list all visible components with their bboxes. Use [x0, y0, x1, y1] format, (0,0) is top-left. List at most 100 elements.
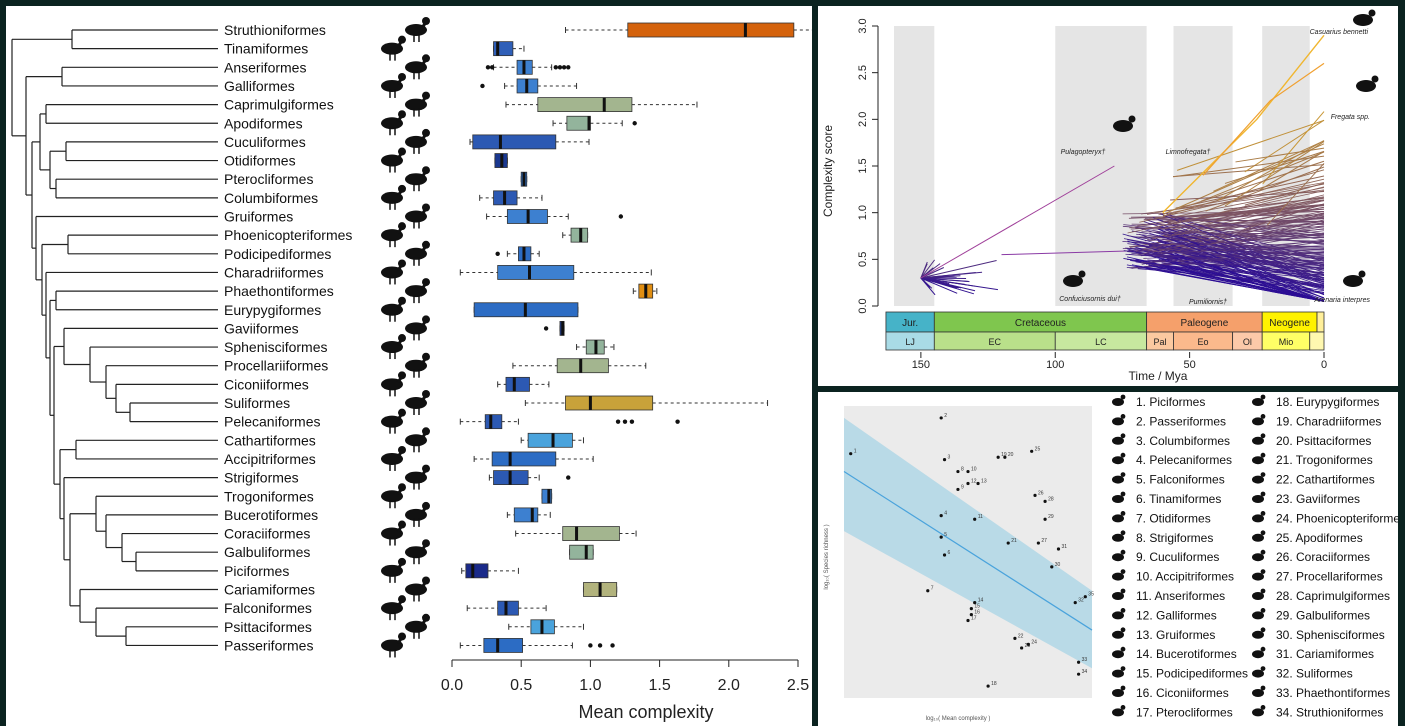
lineage-line: [1128, 254, 1325, 269]
bird-silhouette-icon: [381, 110, 406, 136]
bird-neck: [396, 151, 404, 160]
lineage-line: [1177, 160, 1325, 210]
x-axis-title: Time / Mya: [1129, 369, 1188, 383]
legend-entry: 26. Coraciiformes: [1276, 550, 1370, 564]
bird-head: [1120, 414, 1126, 419]
order-label: Bucerotiformes: [224, 507, 318, 523]
box: [505, 376, 530, 392]
box: [472, 134, 557, 150]
bird-legend-icon: [1252, 705, 1266, 717]
order-labels: Struthioniformes Tinamiformes Anseriformes…: [224, 22, 352, 653]
bird-head: [1260, 627, 1266, 633]
point-label: 27: [1041, 538, 1047, 544]
order-label: Struthioniformes: [224, 22, 326, 38]
data-point: [973, 601, 977, 605]
bird-silhouette-icon: [405, 128, 430, 154]
bird-body: [1112, 398, 1124, 406]
data-point: [1026, 642, 1030, 646]
point-label: 25: [1035, 446, 1041, 452]
box-plots: [459, 22, 812, 653]
point-label: 26: [1038, 490, 1044, 496]
legend-entry: 34. Struthioniformes: [1276, 705, 1383, 719]
bird-body: [1112, 669, 1124, 678]
bird-silhouette-icon: [405, 539, 430, 565]
lineage-line: [1148, 264, 1325, 302]
box-plot-panel: Struthioniformes Tinamiformes Anseriformes…: [6, 6, 812, 726]
bird-silhouette-icon: [1113, 115, 1136, 132]
bird-neck: [420, 207, 428, 216]
point-label: 23: [1025, 643, 1031, 649]
epoch-label: LJ: [905, 337, 915, 347]
lineage-line: [1171, 238, 1325, 279]
point-label: 12: [971, 478, 977, 484]
lineage-line: [1161, 194, 1325, 237]
bird-body: [1112, 514, 1124, 523]
data-point: [939, 514, 943, 518]
lineage-line: [1140, 252, 1325, 264]
bird-head: [1120, 705, 1126, 710]
data-point: [986, 684, 990, 688]
bird-body: [1112, 475, 1124, 484]
outlier-point: [480, 83, 485, 89]
bird-silhouette-icon: [381, 483, 406, 509]
data-point: [966, 618, 970, 623]
bird-body: [1063, 275, 1083, 287]
bird-head: [1260, 511, 1266, 516]
bird-neck: [396, 487, 404, 496]
bird-silhouette-icon: [381, 222, 406, 248]
taxon-label: Pulagopteryx†: [1061, 149, 1106, 156]
order-label: Phaethontiformes: [224, 283, 334, 299]
bird-neck: [396, 300, 404, 309]
x-tick-label: 150: [912, 359, 930, 371]
bird-silhouette-icon: [405, 352, 430, 378]
legend-entry: 30. Sphenisciformes: [1276, 628, 1385, 642]
box: [497, 265, 575, 280]
data-point: [926, 589, 930, 593]
epoch-box: [1309, 331, 1325, 351]
bird-neck: [420, 468, 428, 477]
bird-head: [1120, 472, 1126, 477]
bird-head: [1078, 270, 1086, 278]
data-point: [942, 458, 947, 462]
tick-label: 1.0: [579, 677, 601, 694]
data-point: [1056, 547, 1061, 551]
lineage-line: [1127, 190, 1325, 234]
bird-neck: [420, 133, 428, 141]
bird-head: [1260, 666, 1266, 671]
bird-head: [1260, 608, 1266, 613]
bird-head: [1260, 452, 1266, 458]
lineage-line: [1164, 197, 1325, 230]
bird-legend-icon: [1112, 705, 1126, 717]
bird-legend-icon: [1252, 666, 1266, 678]
outlier-point: [629, 419, 635, 424]
bird-head: [1260, 530, 1266, 536]
point-label: 31: [1061, 544, 1067, 550]
data-point: [966, 469, 970, 474]
legend-entry: 20. Psittaciformes: [1276, 434, 1371, 448]
bird-legend-icon: [1112, 433, 1126, 445]
lineage-line: [1175, 253, 1325, 302]
bird-legend-icon: [1252, 685, 1266, 697]
lineage-line: [1174, 218, 1325, 261]
box: [562, 526, 620, 541]
order-label: Galbuliformes: [224, 544, 310, 560]
data-point: [1013, 636, 1017, 641]
bird-body: [1112, 553, 1124, 562]
bird-body: [1252, 592, 1264, 600]
bird-silhouette-icon: [381, 72, 406, 98]
bird-silhouette-icon: [381, 557, 406, 583]
period-label: Jur.: [902, 318, 918, 329]
bird-head: [1120, 530, 1126, 536]
bird-head: [1260, 705, 1266, 710]
y-tick-label: 0.5: [857, 252, 869, 267]
point-label: 30: [1055, 562, 1061, 568]
lineage-line: [1223, 197, 1325, 211]
x-tick-label: 100: [1046, 359, 1064, 371]
legend-entry: 9. Cuculiformes: [1136, 550, 1219, 564]
data-point: [969, 612, 973, 617]
lineage-line: [920, 277, 959, 289]
lineage-line: [1135, 258, 1325, 302]
bird-head: [1260, 414, 1266, 419]
bird-body: [1112, 708, 1124, 717]
bird-head: [1260, 394, 1266, 400]
